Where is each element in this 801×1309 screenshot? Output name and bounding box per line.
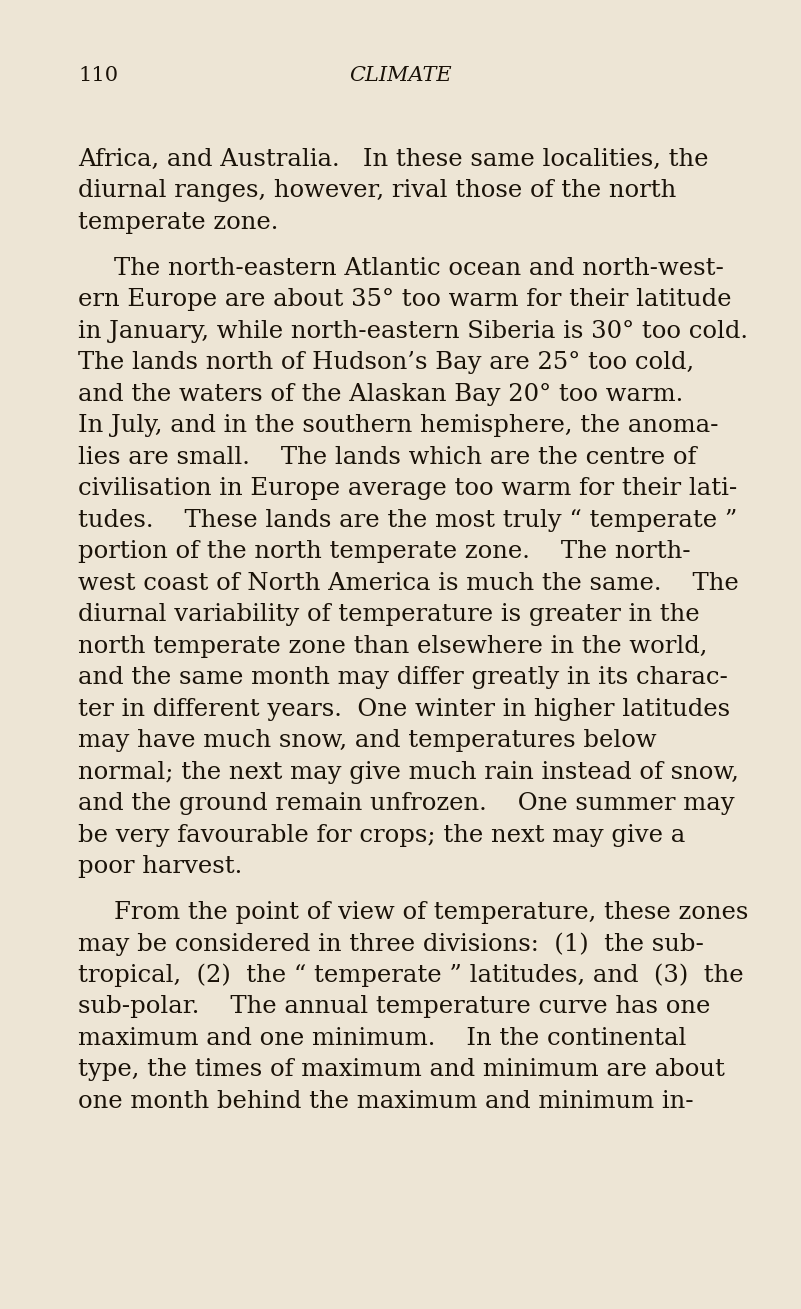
Text: The lands north of Hudson’s Bay are 25° too cold,: The lands north of Hudson’s Bay are 25° … xyxy=(78,351,694,374)
Text: sub-polar.    The annual temperature curve has one: sub-polar. The annual temperature curve … xyxy=(78,995,710,1018)
Text: one month behind the maximum and minimum in-: one month behind the maximum and minimum… xyxy=(78,1090,694,1113)
Text: civilisation in Europe average too warm for their lati-: civilisation in Europe average too warm … xyxy=(78,478,737,500)
Text: ter in different years.  One winter in higher latitudes: ter in different years. One winter in hi… xyxy=(78,698,731,721)
Text: temperate zone.: temperate zone. xyxy=(78,211,279,234)
Text: maximum and one minimum.    In the continental: maximum and one minimum. In the continen… xyxy=(78,1026,686,1050)
Text: tudes.    These lands are the most truly “ temperate ”: tudes. These lands are the most truly “ … xyxy=(78,509,738,531)
Text: tropical,  (2)  the “ temperate ” latitudes, and  (3)  the: tropical, (2) the “ temperate ” latitude… xyxy=(78,963,743,987)
Text: portion of the north temperate zone.    The north-: portion of the north temperate zone. The… xyxy=(78,541,690,563)
Text: In July, and in the southern hemisphere, the anoma-: In July, and in the southern hemisphere,… xyxy=(78,414,718,437)
Text: type, the times of maximum and minimum are about: type, the times of maximum and minimum a… xyxy=(78,1059,725,1081)
Text: diurnal variability of temperature is greater in the: diurnal variability of temperature is gr… xyxy=(78,603,699,626)
Text: and the ground remain unfrozen.    One summer may: and the ground remain unfrozen. One summ… xyxy=(78,792,735,816)
Text: west coast of North America is much the same.    The: west coast of North America is much the … xyxy=(78,572,739,594)
Text: and the same month may differ greatly in its charac-: and the same month may differ greatly in… xyxy=(78,666,728,689)
Text: From the point of view of temperature, these zones: From the point of view of temperature, t… xyxy=(114,901,748,924)
Text: poor harvest.: poor harvest. xyxy=(78,855,242,878)
Text: Africa, and Australia.   In these same localities, the: Africa, and Australia. In these same loc… xyxy=(78,148,709,171)
Text: north temperate zone than elsewhere in the world,: north temperate zone than elsewhere in t… xyxy=(78,635,707,657)
Text: lies are small.    The lands which are the centre of: lies are small. The lands which are the … xyxy=(78,445,696,469)
Text: normal; the next may give much rain instead of snow,: normal; the next may give much rain inst… xyxy=(78,761,739,784)
Text: in January, while north-eastern Siberia is 30° too cold.: in January, while north-eastern Siberia … xyxy=(78,319,748,343)
Text: be very favourable for crops; the next may give a: be very favourable for crops; the next m… xyxy=(78,823,685,847)
Text: CLIMATE: CLIMATE xyxy=(349,65,452,85)
Text: may have much snow, and temperatures below: may have much snow, and temperatures bel… xyxy=(78,729,657,753)
Text: and the waters of the Alaskan Bay 20° too warm.: and the waters of the Alaskan Bay 20° to… xyxy=(78,382,683,406)
Text: diurnal ranges, however, rival those of the north: diurnal ranges, however, rival those of … xyxy=(78,179,676,203)
Text: 110: 110 xyxy=(78,65,118,85)
Text: The north-eastern Atlantic ocean and north-west-: The north-eastern Atlantic ocean and nor… xyxy=(114,257,724,280)
Text: ern Europe are about 35° too warm for their latitude: ern Europe are about 35° too warm for th… xyxy=(78,288,731,312)
Text: may be considered in three divisions:  (1)  the sub-: may be considered in three divisions: (1… xyxy=(78,932,704,956)
